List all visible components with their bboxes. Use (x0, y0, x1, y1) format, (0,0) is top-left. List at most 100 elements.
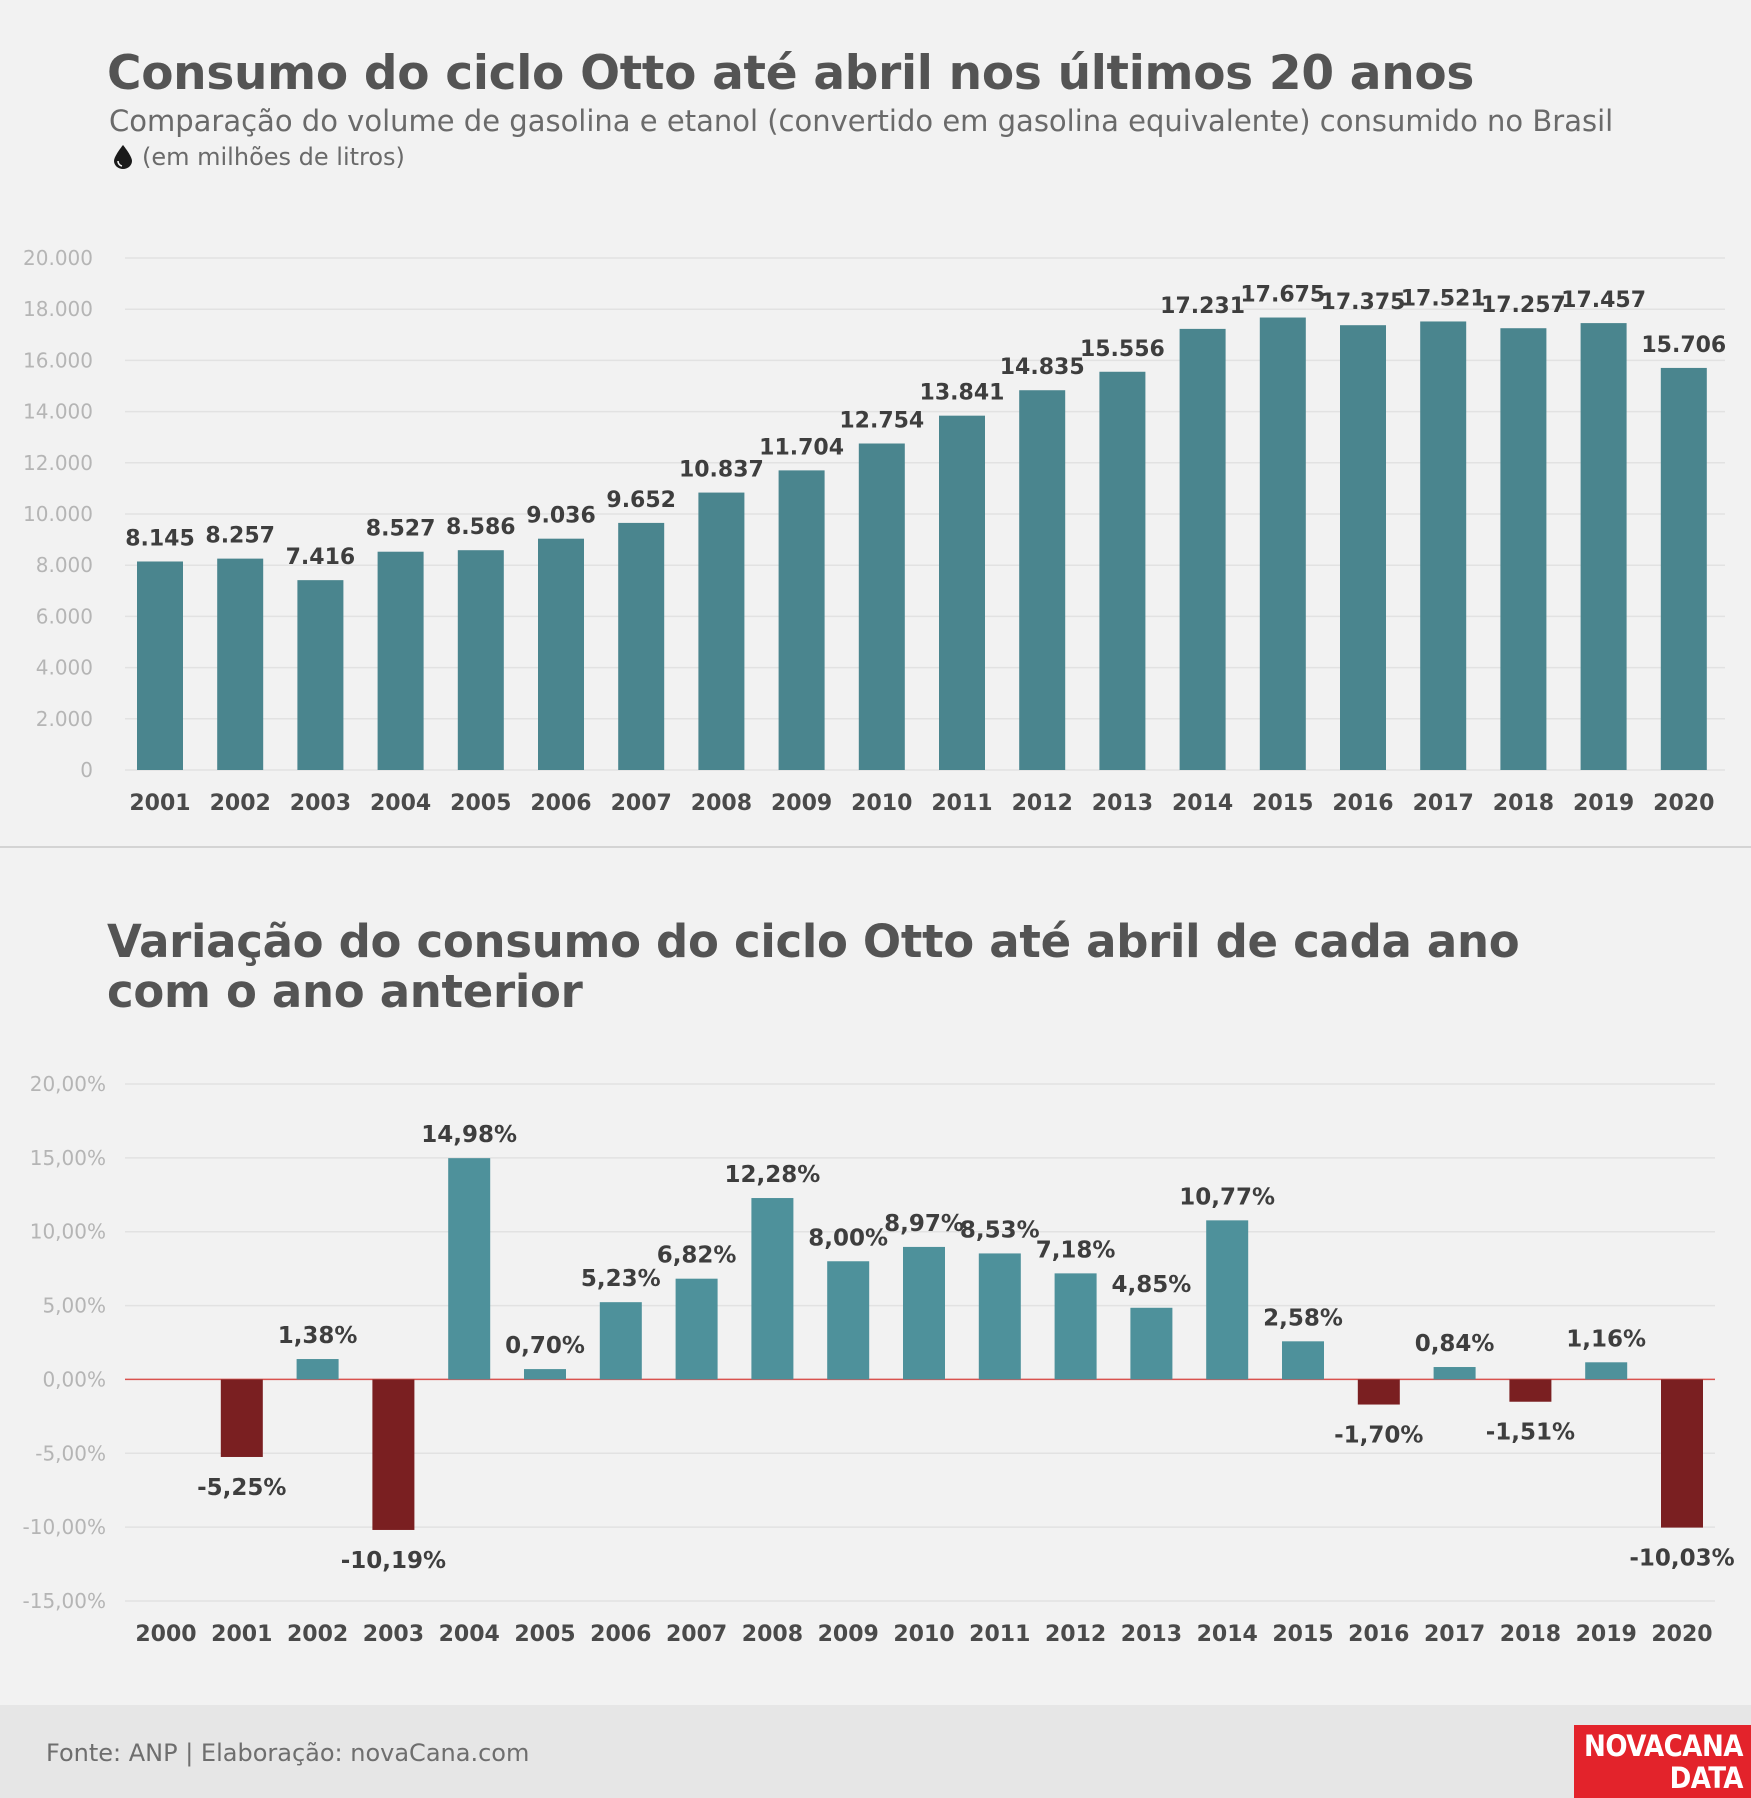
data-label: 0,70% (505, 1333, 585, 1359)
x-tick-label: 2001 (211, 1622, 272, 1647)
bar (751, 1198, 794, 1380)
data-label: -1,51% (1486, 1420, 1575, 1446)
x-tick-label: 2007 (611, 791, 672, 816)
x-tick-label: 2000 (135, 1622, 196, 1647)
x-tick-label: 2016 (1348, 1622, 1409, 1647)
bar (1500, 328, 1547, 770)
x-tick-label: 2013 (1121, 1622, 1182, 1647)
chart-subtitle: Comparação do volume de gasolina e etano… (109, 104, 1614, 138)
bar (372, 1379, 415, 1530)
variation-bar-chart: -15,00% -10,00% -5,00% 0,00% 5,00% 10,00% 15,0… (23, 1072, 1735, 1647)
data-label: 14,98% (421, 1122, 517, 1148)
x-tick-label: 2016 (1332, 791, 1393, 816)
logo-line1: NOVACANA (1583, 1729, 1744, 1763)
bar (778, 470, 825, 770)
data-label: 10.837 (679, 458, 764, 483)
bar (1420, 321, 1467, 770)
data-label: 11.704 (759, 435, 844, 460)
x-tick-label: 2002 (210, 791, 271, 816)
data-label: 15.556 (1080, 337, 1165, 362)
y-tick-label: 10.000 (23, 502, 93, 526)
bar (1099, 371, 1146, 770)
data-label: 14.835 (1000, 355, 1085, 380)
data-label: 8,53% (960, 1217, 1040, 1243)
x-tick-label: 2011 (969, 1622, 1030, 1647)
y-tick-label: -10,00% (23, 1515, 106, 1539)
y-tick-label: 12.000 (23, 451, 93, 475)
y-tick-label: 16.000 (23, 348, 93, 372)
y-tick-label: 4.000 (36, 656, 93, 680)
data-label: 2,58% (1263, 1305, 1343, 1331)
x-tick-label: 2009 (818, 1622, 879, 1647)
data-label: 12.754 (839, 408, 924, 433)
data-label: 17.231 (1160, 294, 1245, 319)
x-tick-label: 2004 (370, 791, 431, 816)
y-tick-label: 15,00% (30, 1146, 106, 1170)
y-tick-label: -15,00% (23, 1589, 106, 1613)
variation-chart-title: Variação do consumo do ciclo Otto até ab… (107, 917, 1520, 1017)
bar (217, 558, 264, 770)
data-label: -10,03% (1629, 1546, 1734, 1572)
y-tick-label: -5,00% (35, 1441, 106, 1465)
bar (1433, 1367, 1476, 1380)
bar (1282, 1341, 1324, 1380)
x-tick-label: 2006 (590, 1622, 651, 1647)
x-tick-label: 2008 (742, 1622, 803, 1647)
data-label: 8,97% (884, 1211, 964, 1237)
x-tick-label: 2005 (450, 791, 511, 816)
data-label: 5,23% (581, 1266, 661, 1292)
bar (448, 1158, 491, 1380)
unit-note: (em milhões de litros) (114, 143, 405, 171)
data-label: 7.416 (286, 545, 356, 570)
bar (1179, 328, 1226, 770)
bar (1660, 367, 1707, 770)
x-tick-label: 2017 (1424, 1622, 1485, 1647)
x-tick-label: 2005 (514, 1622, 575, 1647)
bar (698, 492, 745, 770)
x-tick-label: 2019 (1576, 1622, 1637, 1647)
bar (377, 551, 424, 770)
data-label: -1,70% (1334, 1423, 1423, 1449)
data-label: 1,38% (278, 1323, 358, 1349)
data-label: 17.257 (1481, 293, 1566, 318)
footer: Fonte: ANP | Elaboração: novaCana.com NO… (0, 1705, 1751, 1798)
data-label: 0,84% (1415, 1331, 1495, 1357)
x-tick-label: 2020 (1651, 1622, 1712, 1647)
x-tick-label: 2018 (1500, 1622, 1561, 1647)
bar (675, 1278, 718, 1380)
unit-label: (em milhões de litros) (142, 143, 405, 171)
x-tick-label: 2012 (1045, 1622, 1106, 1647)
x-tick-label: 2003 (290, 791, 351, 816)
x-tick-label: 2012 (1012, 791, 1073, 816)
y-tick-label: 20,00% (30, 1072, 106, 1096)
x-tick-label: 2003 (363, 1622, 424, 1647)
x-tick-label: 2008 (691, 791, 752, 816)
logo-line2: DATA (1669, 1761, 1744, 1795)
y-tick-label: 6.000 (36, 604, 93, 628)
y-tick-label: 10,00% (30, 1220, 106, 1244)
bar (1259, 317, 1306, 770)
data-label: 1,16% (1566, 1326, 1646, 1352)
bar (1019, 390, 1066, 770)
data-label: 8.145 (125, 526, 195, 551)
data-label: -5,25% (197, 1475, 286, 1501)
bar (1206, 1220, 1249, 1380)
bar (524, 1369, 566, 1380)
bar (220, 1379, 263, 1457)
consumption-bar-chart: 0 2.000 4.000 6.000 8.000 10.000 12.000 14.000 1… (23, 246, 1726, 816)
x-tick-label: 2011 (931, 791, 992, 816)
data-label: 9.036 (526, 504, 596, 529)
bar (1340, 325, 1386, 770)
data-label: 17.675 (1240, 283, 1325, 308)
x-tick-label: 2015 (1272, 1622, 1333, 1647)
bar (1509, 1379, 1552, 1402)
data-label: 7,18% (1036, 1237, 1116, 1263)
bar (827, 1261, 870, 1380)
data-label: 4,85% (1112, 1272, 1192, 1298)
y-tick-label: 5,00% (42, 1294, 106, 1318)
bar (1661, 1379, 1703, 1528)
x-tick-label: 2006 (530, 791, 591, 816)
data-label: 8.257 (205, 524, 275, 549)
data-label: 8,00% (808, 1225, 888, 1251)
data-label: 10,77% (1179, 1184, 1275, 1210)
